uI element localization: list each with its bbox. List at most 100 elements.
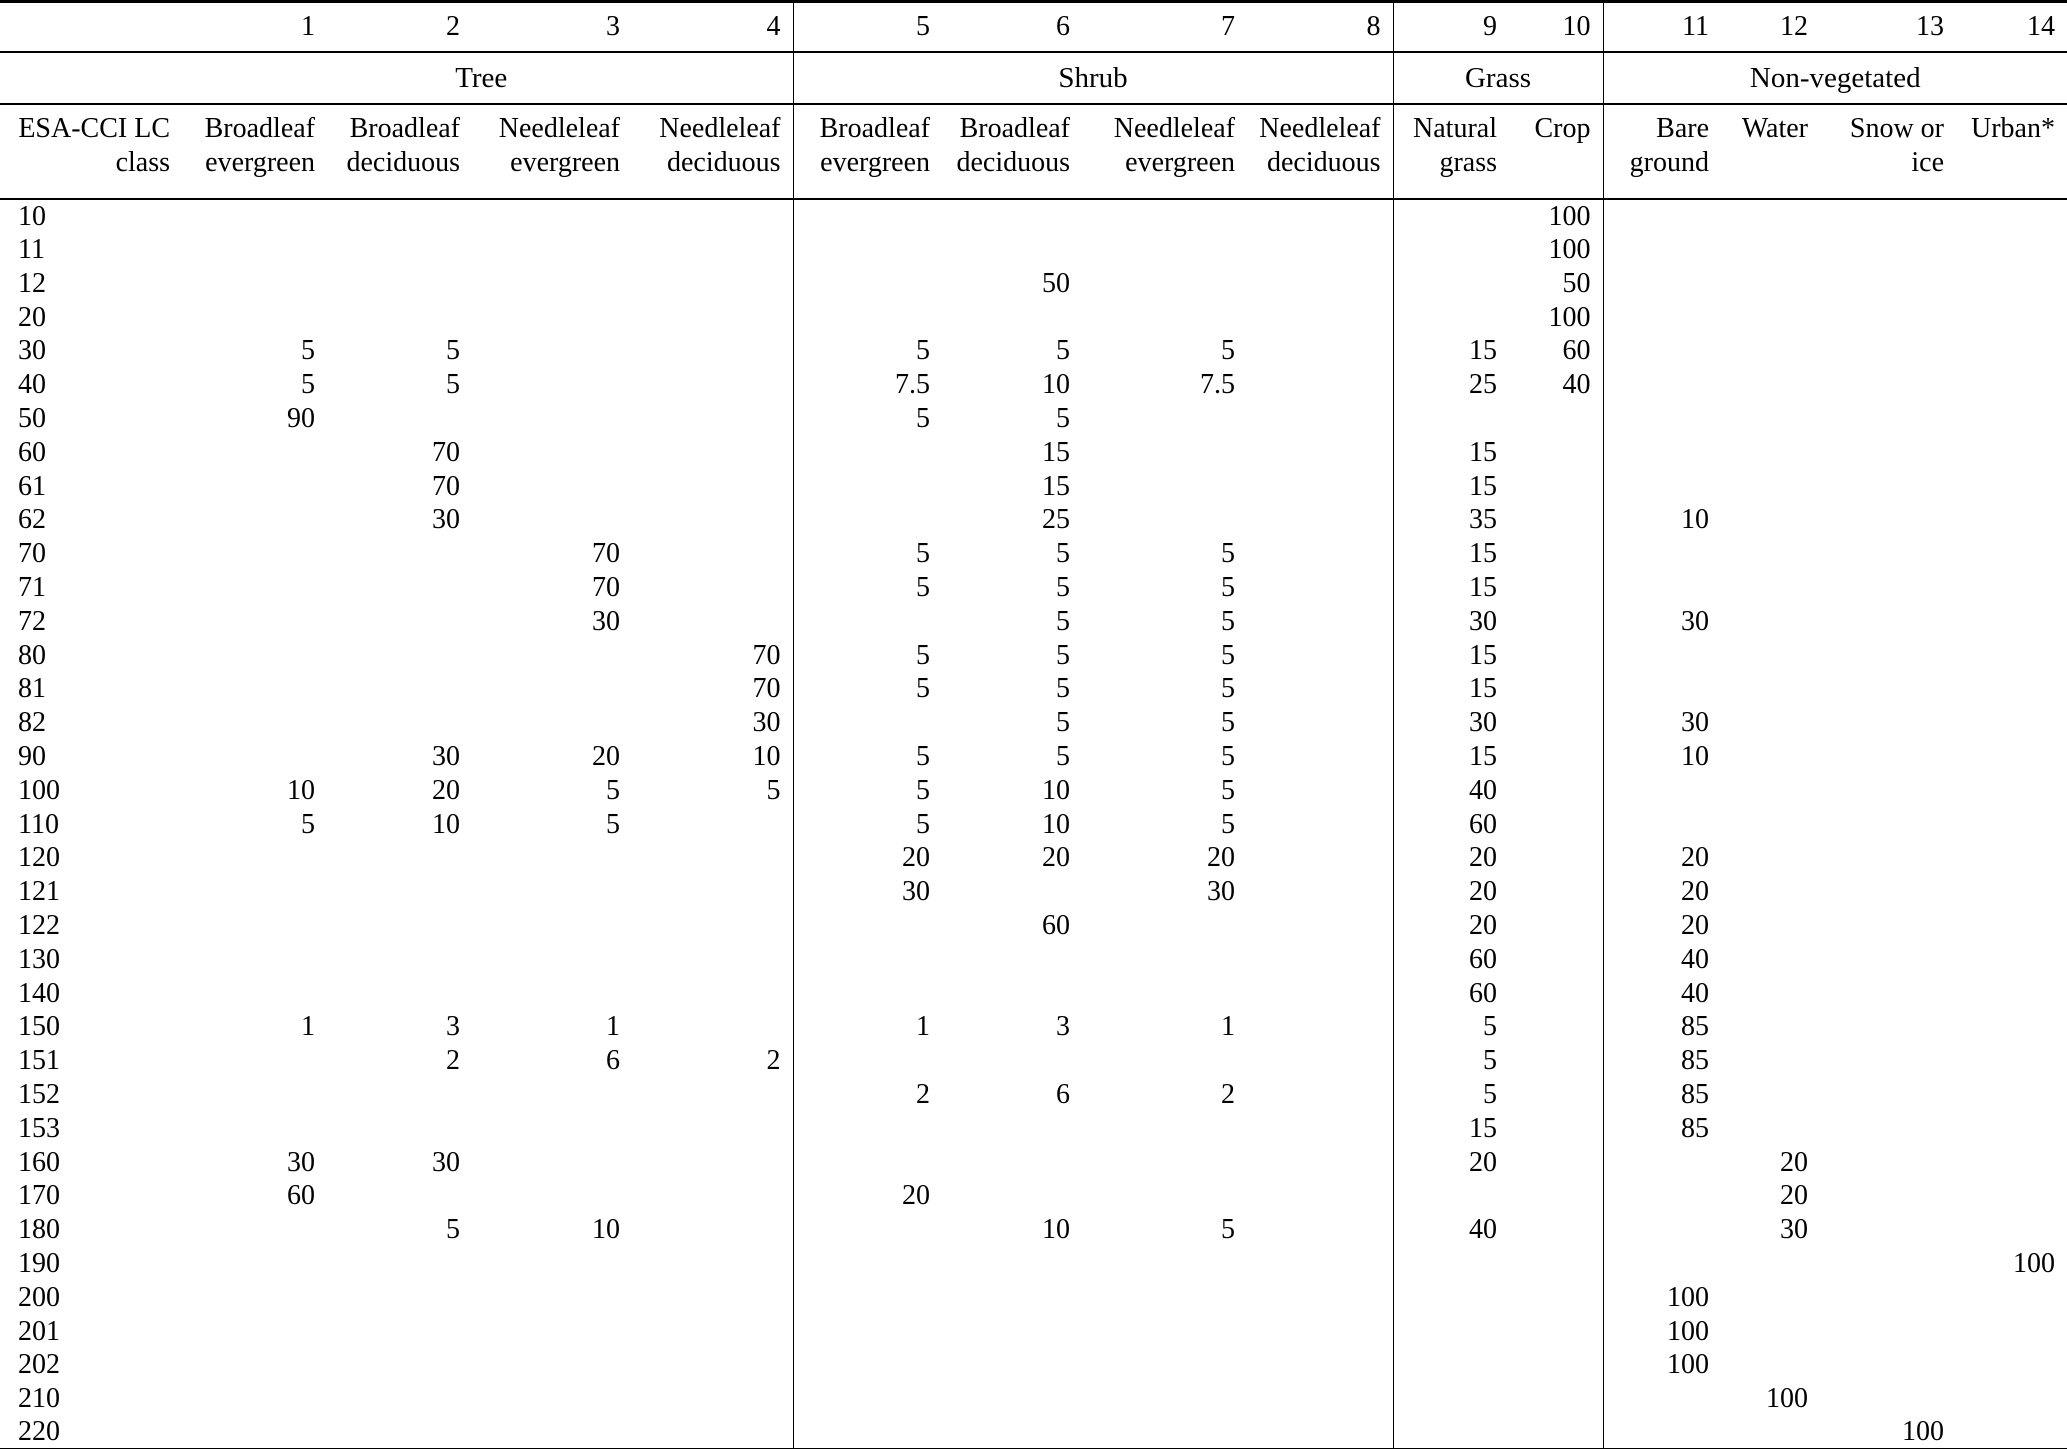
cell	[472, 402, 632, 436]
cell	[327, 1112, 472, 1146]
cell: 40	[1602, 976, 1721, 1011]
cell	[1721, 1247, 1820, 1281]
cell	[632, 1281, 793, 1315]
table-row: 72 30 5 5 30 30	[0, 604, 2067, 639]
cell: 5	[792, 739, 942, 774]
cell: 2	[792, 1077, 942, 1112]
column-header: Water	[1721, 104, 1820, 200]
cell	[1721, 740, 1820, 774]
row-label: 120	[18, 842, 60, 874]
cell	[170, 1382, 327, 1416]
cell	[1247, 875, 1393, 909]
cell	[170, 267, 327, 301]
cell	[1721, 503, 1820, 537]
cell	[170, 943, 327, 977]
cell	[327, 706, 472, 740]
cell	[1820, 368, 1956, 402]
cell	[170, 672, 327, 706]
cell	[327, 571, 472, 605]
cell	[1509, 740, 1603, 774]
cell	[632, 469, 793, 503]
cell	[1247, 1145, 1393, 1179]
cell	[1509, 436, 1603, 470]
column-header-line1: Needleleaf	[1113, 113, 1235, 144]
row-label: 40	[18, 369, 46, 401]
cell	[170, 503, 327, 537]
cell	[1509, 774, 1603, 808]
cell	[792, 469, 942, 504]
column-number: 5	[792, 1, 942, 53]
column-header-line1: Water	[1741, 113, 1808, 144]
cell	[1602, 232, 1721, 267]
row-label: 110	[18, 808, 59, 840]
table-row: 50 90 5 5	[0, 401, 2067, 436]
cell: 100	[1902, 1416, 1944, 1448]
cell	[1956, 976, 2067, 1010]
cell	[1602, 773, 1721, 808]
cell	[327, 909, 472, 943]
cell: 20	[1207, 842, 1235, 874]
cell: 20	[1602, 874, 1721, 909]
cell: 2	[446, 1045, 460, 1077]
cell	[1082, 1247, 1247, 1281]
cell: 10	[1042, 369, 1070, 401]
cell	[170, 740, 327, 774]
cell	[632, 436, 793, 470]
cell	[1247, 199, 1393, 233]
column-header-row: ESA-CCI LC class Broadleaf evergreen Broad…	[0, 104, 2067, 200]
cell	[1082, 1145, 1247, 1179]
cell: 30	[432, 1146, 460, 1178]
cell	[327, 605, 472, 639]
column-header-line1: Needleleaf	[498, 113, 620, 144]
cell	[1602, 1381, 1721, 1416]
cell	[1247, 1247, 1393, 1281]
table-row: 10 100	[0, 199, 2067, 233]
cell	[632, 1010, 793, 1044]
table-row: 61 70 15 15	[0, 469, 2067, 504]
cell: 5	[792, 334, 942, 368]
cell	[170, 1281, 327, 1315]
table-row: 190 100	[0, 1246, 2067, 1281]
cell	[170, 841, 327, 875]
cell	[632, 402, 793, 436]
cell: 70	[592, 538, 620, 570]
cell	[1820, 1213, 1956, 1247]
cell	[792, 1111, 942, 1146]
cell	[1509, 1078, 1603, 1112]
row-label: 121	[18, 876, 60, 908]
cell	[792, 503, 942, 537]
cell	[1820, 1382, 1956, 1416]
column-number: 13	[1820, 1, 1956, 53]
cell	[1820, 334, 1956, 368]
cell	[1509, 1010, 1603, 1044]
cell	[1247, 774, 1393, 808]
table-row: 160 30 30 20 20	[0, 1145, 2067, 1180]
cell	[1082, 976, 1247, 1010]
cell: 20	[1780, 1146, 1808, 1178]
cell	[1082, 1179, 1247, 1213]
row-label: 61	[18, 470, 46, 502]
row-header-label: ESA-CCI LC class	[0, 104, 170, 200]
cell	[1602, 1179, 1721, 1213]
cell	[472, 976, 632, 1010]
cell: 50	[1562, 267, 1591, 299]
cell	[1247, 638, 1393, 672]
column-header-line2: evergreen	[205, 147, 315, 178]
column-header-line2: evergreen	[820, 147, 930, 178]
cell	[1820, 841, 1956, 875]
cell	[170, 436, 327, 470]
cell	[472, 1145, 632, 1179]
cell	[472, 909, 632, 943]
cell	[942, 1281, 1082, 1315]
cell	[1509, 537, 1603, 571]
column-number: 11	[1602, 1, 1721, 53]
column-header-line2: deciduous	[666, 147, 781, 178]
cell	[942, 233, 1082, 267]
column-header: Urban*	[1956, 104, 2067, 200]
cell: 5	[1056, 673, 1070, 705]
cell	[1956, 571, 2067, 605]
cell	[1820, 402, 1956, 436]
cell: 15	[1042, 470, 1070, 502]
cell	[1392, 300, 1509, 335]
cell	[1956, 740, 2067, 774]
